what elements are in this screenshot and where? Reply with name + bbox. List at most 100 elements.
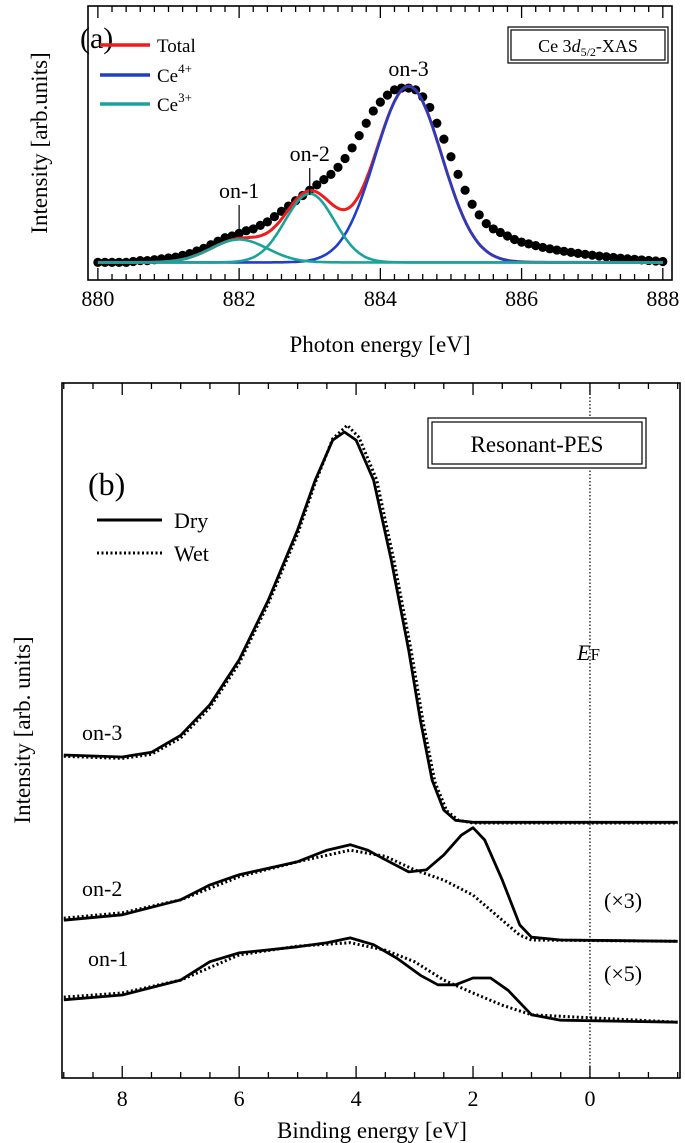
spectrum-on-3-dry bbox=[63, 430, 678, 824]
spectrum-on-2-dry bbox=[63, 826, 678, 943]
panel-a-title-prefix: Ce 3 bbox=[538, 36, 572, 56]
spectrum-on-1-wet bbox=[63, 941, 678, 1024]
data-point bbox=[361, 118, 371, 128]
data-point bbox=[93, 257, 103, 267]
panel-b-tick-label: 2 bbox=[468, 1086, 479, 1111]
data-point bbox=[559, 246, 569, 256]
data-point bbox=[481, 219, 491, 229]
data-point bbox=[580, 249, 590, 259]
panel-b-tick-label: 8 bbox=[117, 1086, 128, 1111]
data-point bbox=[587, 250, 597, 260]
data-point bbox=[446, 152, 456, 162]
panel-b-resonant-pes: 8 6 4 2 0 (b) Resonant-PES Dry Wet EF on-3 o… bbox=[10, 382, 681, 1143]
panel-a-title-suffix: -XAS bbox=[596, 36, 638, 56]
panel-b-legend: Dry Wet bbox=[97, 508, 209, 566]
panel-a-ylabel: Intensity [arb.units] bbox=[27, 52, 52, 233]
data-point bbox=[474, 210, 484, 220]
data-point bbox=[594, 251, 604, 261]
panel-a-tick-label: 884 bbox=[364, 286, 397, 311]
scale-label-on-2: (×3) bbox=[604, 888, 642, 913]
data-point bbox=[389, 85, 400, 95]
data-point bbox=[460, 185, 470, 195]
panel-b-tick-label: 0 bbox=[584, 1086, 595, 1111]
spectrum-label-on-2: on-2 bbox=[82, 876, 122, 901]
data-point bbox=[552, 245, 562, 255]
panel-b-tick-label: 4 bbox=[351, 1086, 362, 1111]
data-point bbox=[375, 97, 385, 107]
data-point bbox=[566, 247, 576, 257]
data-point bbox=[439, 134, 449, 144]
data-point bbox=[495, 227, 506, 238]
panel-a-xlabel: Photon energy [eV] bbox=[290, 332, 471, 357]
panel-a-fit-lines bbox=[97, 84, 663, 264]
spectrum-on-2-wet bbox=[63, 848, 678, 943]
spectrum-on-1-dry bbox=[63, 936, 678, 1024]
panel-a-ticks: 880 882 884 886 888 bbox=[81, 6, 679, 311]
data-point bbox=[347, 143, 357, 153]
data-point bbox=[262, 217, 272, 227]
data-point bbox=[340, 153, 350, 164]
panel-a-title-italic: d bbox=[572, 36, 582, 56]
panel-b-xlabel: Binding energy [eV] bbox=[277, 1118, 467, 1143]
data-point bbox=[241, 226, 251, 236]
data-point bbox=[319, 175, 329, 185]
spectrum-on-3-wet bbox=[63, 423, 678, 825]
legend-label-wet: Wet bbox=[174, 541, 209, 566]
data-point bbox=[234, 228, 244, 238]
data-point bbox=[354, 131, 364, 141]
scale-label-on-1: (×5) bbox=[604, 961, 642, 986]
data-point bbox=[432, 118, 442, 128]
panel-a-label: (a) bbox=[80, 22, 113, 55]
data-point bbox=[382, 90, 393, 100]
panel-a-xas: 880 882 884 886 888 (a) Ce 3d5/2-XAS Total C… bbox=[27, 5, 679, 357]
panel-a-tick-label: 886 bbox=[505, 286, 538, 311]
data-point bbox=[467, 199, 477, 209]
series-total-line bbox=[97, 84, 663, 264]
data-point bbox=[524, 239, 534, 249]
panel-b-label: (b) bbox=[88, 466, 125, 502]
data-point bbox=[248, 224, 258, 234]
data-point bbox=[488, 224, 498, 234]
panel-b-ticks: 8 6 4 2 0 bbox=[63, 383, 679, 1111]
data-point bbox=[255, 220, 265, 231]
legend-label-total: Total bbox=[157, 36, 196, 57]
legend-label-ce3: Ce3+ bbox=[157, 90, 192, 116]
legend-label-ce4: Ce4+ bbox=[157, 61, 192, 87]
legend-label-dry: Dry bbox=[174, 508, 208, 533]
panel-a-title-box: Ce 3d5/2-XAS bbox=[507, 26, 669, 64]
data-point bbox=[269, 212, 280, 222]
data-point bbox=[608, 252, 618, 263]
panel-a-annotations: on-1 on-2 on-3 bbox=[219, 56, 429, 232]
panel-a-legend: Total Ce4+ Ce3+ bbox=[100, 36, 196, 116]
data-point bbox=[502, 231, 513, 241]
data-point bbox=[531, 241, 541, 251]
panel-a-data-points bbox=[93, 83, 668, 267]
series-ce3-line-2 bbox=[97, 238, 663, 264]
panel-a-title-sub: 5/2 bbox=[581, 45, 596, 59]
panel-a-tick-label: 880 bbox=[81, 286, 114, 311]
annotation-on-2: on-2 bbox=[290, 141, 330, 166]
panel-a-title: Ce 3d5/2-XAS bbox=[538, 36, 638, 59]
data-point bbox=[516, 237, 527, 247]
annotation-on-3: on-3 bbox=[388, 56, 428, 81]
data-point bbox=[615, 253, 626, 263]
fermi-level-label: EF bbox=[576, 640, 600, 665]
data-point bbox=[573, 248, 583, 259]
data-point bbox=[538, 242, 548, 253]
data-point bbox=[326, 169, 336, 179]
spectrum-label-on-3: on-3 bbox=[82, 720, 122, 745]
panel-a-tick-label: 888 bbox=[646, 286, 679, 311]
data-point bbox=[333, 162, 343, 172]
spectrum-label-on-1: on-1 bbox=[88, 946, 128, 971]
panel-b-frame bbox=[61, 382, 681, 1079]
data-point bbox=[545, 244, 555, 254]
panel-b-title-box: Resonant-PES bbox=[427, 417, 647, 469]
data-point bbox=[601, 252, 611, 262]
panel-b-title: Resonant-PES bbox=[471, 432, 604, 457]
data-point bbox=[509, 234, 520, 245]
panel-b-ylabel: Intensity [arb. units] bbox=[10, 636, 35, 823]
panel-b-tick-label: 6 bbox=[234, 1086, 245, 1111]
data-point bbox=[312, 180, 322, 190]
data-point bbox=[453, 169, 463, 179]
